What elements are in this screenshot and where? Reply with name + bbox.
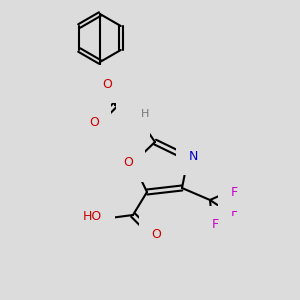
Text: O: O [123,157,133,169]
Text: F: F [212,218,219,232]
Text: N: N [188,149,198,163]
Text: HO: HO [83,211,102,224]
Text: O: O [151,227,161,241]
Text: H: H [141,109,149,119]
Text: N: N [128,112,138,125]
Text: F: F [230,206,238,218]
Text: F: F [230,185,238,199]
Text: O: O [102,77,112,91]
Text: O: O [89,116,99,128]
